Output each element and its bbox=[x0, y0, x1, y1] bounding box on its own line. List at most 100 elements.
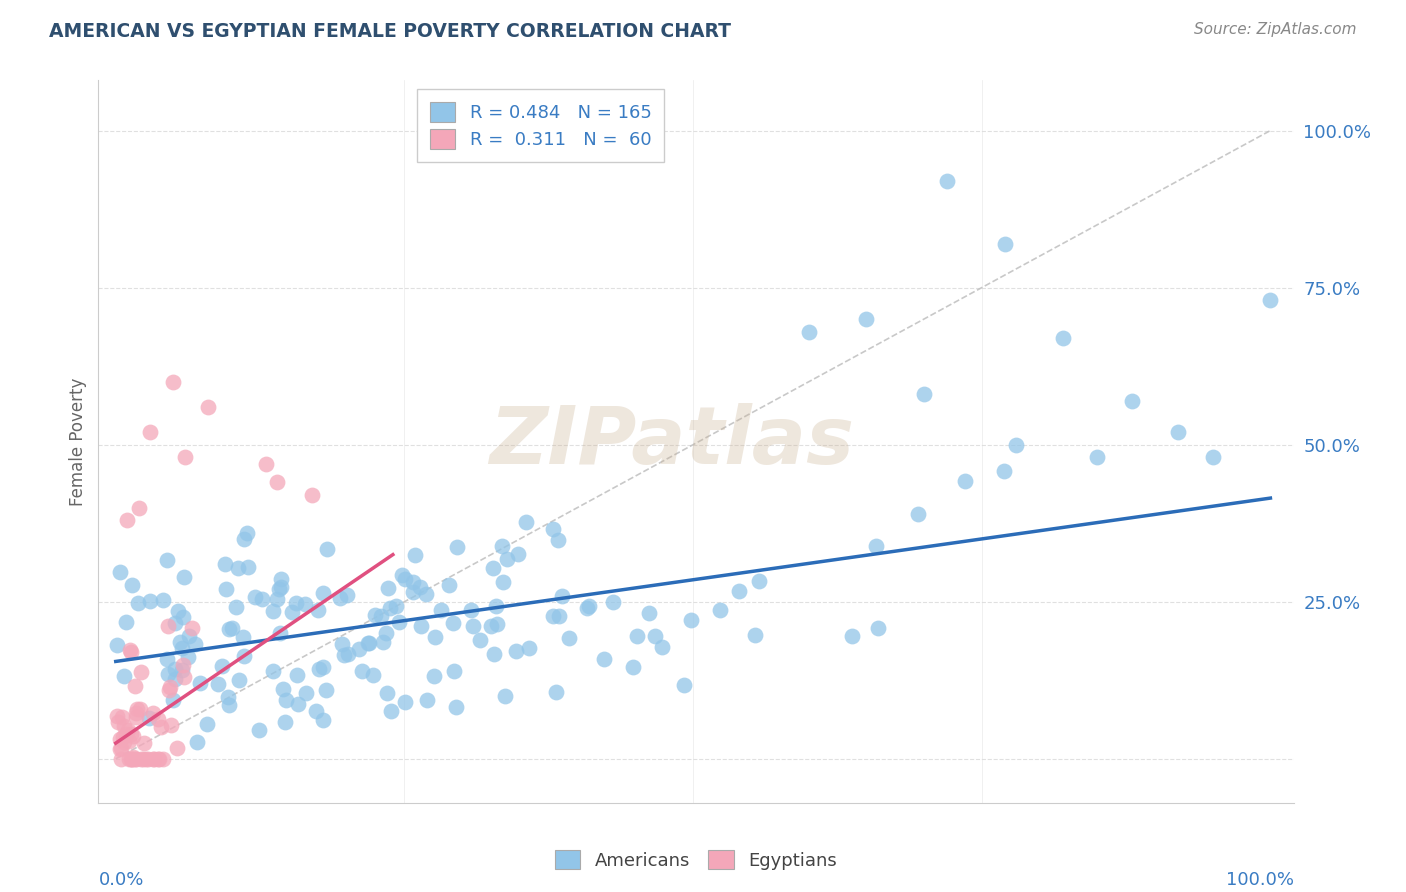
Point bbox=[315, 683, 337, 698]
Point bbox=[225, 600, 247, 615]
Point bbox=[221, 621, 243, 635]
Point bbox=[165, 672, 187, 686]
Point bbox=[411, 619, 433, 633]
Point bbox=[110, 742, 132, 756]
Point bbox=[218, 622, 240, 636]
Point bbox=[274, 692, 297, 706]
Point bbox=[602, 595, 624, 609]
Point bbox=[301, 488, 323, 502]
Point bbox=[122, 749, 145, 764]
Point bbox=[855, 312, 877, 326]
Point bbox=[993, 464, 1015, 478]
Point bbox=[391, 568, 413, 582]
Point bbox=[329, 591, 352, 605]
Point bbox=[441, 615, 464, 630]
Point bbox=[162, 693, 184, 707]
Point bbox=[394, 695, 416, 709]
Point bbox=[165, 615, 187, 630]
Point bbox=[370, 608, 392, 623]
Point bbox=[118, 642, 141, 657]
Point bbox=[184, 637, 207, 651]
Point bbox=[593, 652, 616, 666]
Point bbox=[115, 727, 138, 741]
Point bbox=[446, 540, 468, 554]
Point bbox=[1202, 450, 1225, 465]
Point bbox=[443, 664, 465, 678]
Point bbox=[644, 629, 666, 643]
Point bbox=[907, 507, 929, 521]
Point bbox=[269, 625, 291, 640]
Point bbox=[308, 662, 330, 676]
Point bbox=[541, 609, 564, 624]
Point bbox=[415, 587, 437, 601]
Point bbox=[125, 706, 148, 720]
Point bbox=[378, 601, 401, 615]
Point bbox=[125, 710, 148, 724]
Point bbox=[115, 615, 138, 629]
Point bbox=[172, 641, 194, 656]
Point bbox=[172, 609, 194, 624]
Point bbox=[197, 400, 219, 414]
Point bbox=[375, 625, 398, 640]
Point bbox=[266, 591, 288, 606]
Point bbox=[243, 590, 266, 604]
Point bbox=[287, 697, 309, 711]
Point bbox=[262, 664, 284, 678]
Point bbox=[174, 450, 197, 465]
Point bbox=[409, 580, 432, 594]
Text: 100.0%: 100.0% bbox=[1226, 871, 1294, 889]
Point bbox=[336, 588, 359, 602]
Point bbox=[492, 574, 515, 589]
Point bbox=[139, 594, 162, 608]
Point bbox=[218, 698, 240, 712]
Point bbox=[118, 752, 141, 766]
Point bbox=[912, 387, 935, 401]
Point bbox=[953, 474, 976, 488]
Point bbox=[105, 709, 128, 723]
Point bbox=[423, 669, 446, 683]
Point bbox=[468, 633, 491, 648]
Text: ZIPatlas: ZIPatlas bbox=[489, 402, 855, 481]
Point bbox=[380, 704, 402, 718]
Point bbox=[517, 640, 540, 655]
Point bbox=[173, 570, 195, 584]
Point bbox=[384, 599, 406, 613]
Point bbox=[425, 630, 447, 644]
Point bbox=[129, 665, 152, 679]
Point bbox=[709, 603, 731, 617]
Point bbox=[218, 690, 240, 704]
Point bbox=[152, 752, 174, 766]
Point bbox=[167, 604, 190, 618]
Point bbox=[150, 720, 173, 734]
Point bbox=[176, 649, 198, 664]
Point bbox=[177, 629, 200, 643]
Point bbox=[181, 622, 204, 636]
Point bbox=[226, 561, 249, 575]
Point bbox=[124, 752, 146, 766]
Legend: Americans, Egyptians: Americans, Egyptians bbox=[548, 843, 844, 877]
Point bbox=[547, 533, 569, 548]
Point bbox=[638, 606, 661, 620]
Point bbox=[165, 662, 187, 676]
Point bbox=[267, 582, 290, 596]
Point bbox=[117, 723, 139, 738]
Point bbox=[444, 699, 467, 714]
Point bbox=[371, 635, 394, 649]
Point bbox=[159, 680, 181, 694]
Point bbox=[375, 686, 398, 700]
Point bbox=[312, 586, 335, 600]
Point bbox=[228, 673, 250, 687]
Point bbox=[494, 689, 516, 703]
Point bbox=[125, 752, 148, 766]
Point bbox=[866, 622, 889, 636]
Point bbox=[364, 607, 387, 622]
Point bbox=[336, 648, 359, 662]
Point bbox=[294, 686, 316, 700]
Point bbox=[148, 712, 170, 726]
Point bbox=[136, 752, 159, 766]
Point bbox=[207, 677, 229, 691]
Point bbox=[404, 548, 426, 562]
Point bbox=[415, 693, 437, 707]
Point bbox=[132, 752, 155, 766]
Point bbox=[747, 574, 769, 588]
